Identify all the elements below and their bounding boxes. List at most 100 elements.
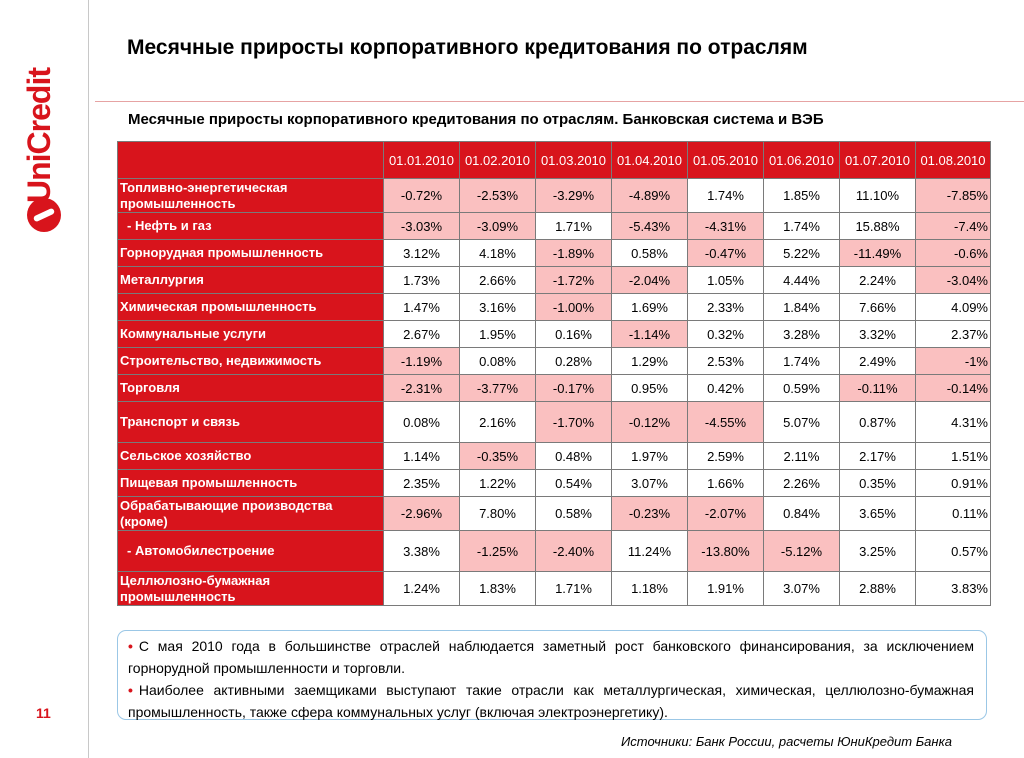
table-cell: -1%	[915, 347, 991, 375]
table-cell: -7.85%	[915, 178, 991, 213]
source-note: Источники: Банк России, расчеты ЮниКреди…	[621, 734, 952, 749]
row-label: Горнорудная промышленность	[117, 239, 384, 267]
row-label: Химическая промышленность	[117, 293, 384, 321]
row-label: - Нефть и газ	[117, 212, 384, 240]
table-cell: 2.66%	[459, 266, 536, 294]
table-cell: -0.14%	[915, 374, 991, 402]
table-cell: 1.66%	[687, 469, 764, 497]
table-cell: -2.96%	[383, 496, 460, 531]
table-cell: 5.07%	[763, 401, 840, 443]
table-cell: 1.69%	[611, 293, 688, 321]
table-cell: 0.28%	[535, 347, 612, 375]
title-divider	[95, 101, 1024, 102]
table-cell: -1.19%	[383, 347, 460, 375]
bullet-icon: •	[128, 638, 133, 654]
table-cell: -2.40%	[535, 530, 612, 572]
table-body: Топливно-энергетическая промышленность -0…	[117, 178, 991, 606]
row-label: Металлургия	[117, 266, 384, 294]
table-row: Химическая промышленность 1.47% 3.16% -1.00…	[117, 293, 991, 321]
table-cell: 3.32%	[839, 320, 916, 348]
table-cell: 1.22%	[459, 469, 536, 497]
column-header: 01.03.2010	[535, 141, 612, 179]
table-cell: 1.74%	[763, 347, 840, 375]
table-header-row: 01.01.2010 01.02.2010 01.03.2010 01.04.2…	[117, 141, 991, 179]
table-cell: 3.07%	[611, 469, 688, 497]
table-cell: -5.12%	[763, 530, 840, 572]
table-cell: 1.05%	[687, 266, 764, 294]
table-cell: 0.42%	[687, 374, 764, 402]
table-cell: 1.29%	[611, 347, 688, 375]
table-cell: 3.83%	[915, 571, 991, 606]
note-item: • С мая 2010 года в большинстве отраслей …	[128, 635, 974, 679]
row-label: Пищевая промышленность	[117, 469, 384, 497]
table-cell: -0.72%	[383, 178, 460, 213]
column-header: 01.02.2010	[459, 141, 536, 179]
table-cell: 0.95%	[611, 374, 688, 402]
table-cell: 1.24%	[383, 571, 460, 606]
row-label: Строительство, недвижимость	[117, 347, 384, 375]
table-row: Коммунальные услуги 2.67% 1.95% 0.16% -1.14%…	[117, 320, 991, 348]
table-cell: 2.59%	[687, 442, 764, 470]
row-label: Торговля	[117, 374, 384, 402]
row-label: Целлюлозно-бумажная промышленность	[117, 571, 384, 606]
column-header: 01.05.2010	[687, 141, 764, 179]
table-cell: 3.07%	[763, 571, 840, 606]
notes-box: • С мая 2010 года в большинстве отраслей …	[117, 630, 987, 720]
table-row: - Автомобилестроение 3.38% -1.25% -2.40% 11.…	[117, 530, 991, 572]
table-cell: -0.12%	[611, 401, 688, 443]
table-cell: 3.38%	[383, 530, 460, 572]
table-cell: -3.77%	[459, 374, 536, 402]
table-cell: 2.37%	[915, 320, 991, 348]
table-cell: -1.72%	[535, 266, 612, 294]
table-cell: 0.54%	[535, 469, 612, 497]
table-cell: -3.04%	[915, 266, 991, 294]
table-row: - Нефть и газ -3.03% -3.09% 1.71% -5.43% -4.3…	[117, 212, 991, 240]
table-cell: -1.70%	[535, 401, 612, 443]
table-cell: -2.07%	[687, 496, 764, 531]
logo-mark-icon	[27, 198, 61, 232]
table-cell: 1.51%	[915, 442, 991, 470]
table-cell: -13.80%	[687, 530, 764, 572]
table-cell: 3.65%	[839, 496, 916, 531]
table-cell: 3.12%	[383, 239, 460, 267]
table-cell: -0.47%	[687, 239, 764, 267]
table-cell: 11.10%	[839, 178, 916, 213]
table-cell: 2.33%	[687, 293, 764, 321]
table-title: Месячные приросты корпоративного кредито…	[128, 111, 824, 128]
table-cell: 0.48%	[535, 442, 612, 470]
column-header: 01.06.2010	[763, 141, 840, 179]
table-cell: 1.71%	[535, 571, 612, 606]
table-row: Металлургия 1.73% 2.66% -1.72% -2.04% 1.05% 4.…	[117, 266, 991, 294]
page-title: Месячные приросты корпоративного кредито…	[127, 36, 808, 59]
table-cell: 2.11%	[763, 442, 840, 470]
table-cell: 1.18%	[611, 571, 688, 606]
table-cell: 0.16%	[535, 320, 612, 348]
table-cell: 0.58%	[611, 239, 688, 267]
note-text: Наиболее активными заемщиками выступают …	[128, 682, 974, 720]
logo-wordmark: UniCredit	[21, 68, 57, 203]
table-row: Транспорт и связь 0.08% 2.16% -1.70% -0.12% -…	[117, 401, 991, 443]
table-cell: 1.74%	[687, 178, 764, 213]
table-row: Горнорудная промышленность 3.12% 4.18% -1.8…	[117, 239, 991, 267]
table-cell: -0.35%	[459, 442, 536, 470]
table-row: Обрабатывающие производства (кроме) -2.96…	[117, 496, 991, 531]
table-cell: 4.44%	[763, 266, 840, 294]
table-row: Целлюлозно-бумажная промышленность 1.24% 1…	[117, 571, 991, 606]
table-cell: 2.26%	[763, 469, 840, 497]
table-cell: 0.91%	[915, 469, 991, 497]
table-cell: 2.67%	[383, 320, 460, 348]
brand-divider	[88, 0, 89, 758]
row-label: Транспорт и связь	[117, 401, 384, 443]
column-header: 01.08.2010	[915, 141, 991, 179]
table-cell: 1.95%	[459, 320, 536, 348]
table-cell: -1.89%	[535, 239, 612, 267]
table-cell: -7.4%	[915, 212, 991, 240]
table-cell: 0.08%	[383, 401, 460, 443]
table-cell: 2.17%	[839, 442, 916, 470]
unicredit-logo: UniCredit	[8, 30, 68, 232]
table-cell: 0.11%	[915, 496, 991, 531]
row-label: Сельское хозяйство	[117, 442, 384, 470]
table-cell: 0.87%	[839, 401, 916, 443]
table-cell: 7.80%	[459, 496, 536, 531]
table-cell: 1.85%	[763, 178, 840, 213]
